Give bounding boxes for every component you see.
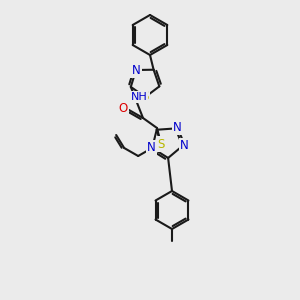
Text: N: N bbox=[132, 64, 140, 76]
Text: N: N bbox=[147, 142, 155, 154]
Text: O: O bbox=[118, 103, 127, 116]
Text: S: S bbox=[157, 137, 165, 151]
Text: S: S bbox=[142, 91, 149, 103]
Text: N: N bbox=[173, 121, 182, 134]
Text: N: N bbox=[180, 140, 189, 152]
Text: NH: NH bbox=[130, 92, 147, 102]
